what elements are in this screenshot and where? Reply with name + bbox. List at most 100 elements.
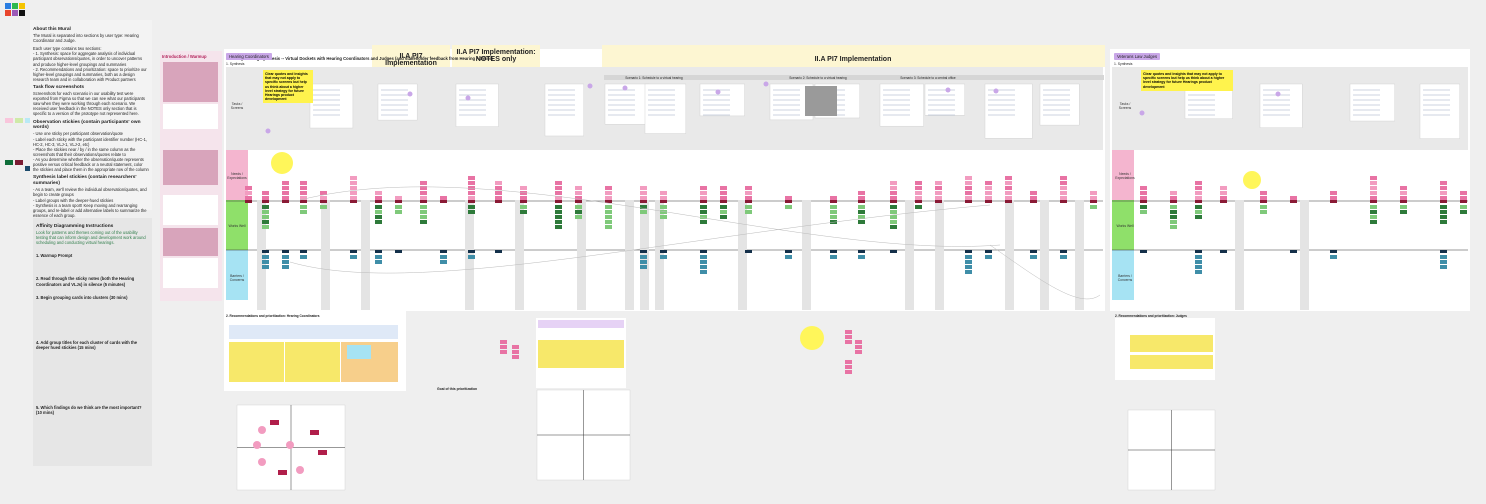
sticky [575, 200, 582, 203]
sticky [500, 340, 507, 344]
sticky [1220, 186, 1227, 190]
text: Screenshots for each scenario in our usa… [33, 90, 145, 117]
column-shade [625, 200, 634, 310]
sticky [468, 181, 475, 185]
sticky [1440, 196, 1447, 200]
screenshot [1419, 83, 1460, 139]
sticky [1330, 250, 1337, 253]
sticky [935, 200, 942, 203]
sticky [555, 205, 562, 209]
sticky [1195, 196, 1202, 200]
sticky [555, 196, 562, 200]
sticky [1030, 200, 1037, 203]
sticky [745, 191, 752, 195]
sticky [282, 196, 289, 200]
column-shade [935, 200, 944, 310]
text: - As a team, we'll review the individual… [33, 187, 147, 198]
sticky [745, 250, 752, 253]
heading: Synthesis label stickies (contain resear… [33, 175, 137, 187]
screenshot [805, 86, 837, 116]
sticky [858, 220, 865, 224]
sticky [985, 196, 992, 200]
sticky [300, 196, 307, 200]
sticky [985, 200, 992, 203]
sticky [1060, 250, 1067, 253]
sticky [890, 186, 897, 190]
sticky [1140, 200, 1147, 203]
sticky [985, 191, 992, 195]
intro-card [163, 228, 218, 256]
sticky [720, 205, 727, 209]
sticky [300, 255, 307, 259]
sticky [785, 196, 792, 200]
sticky [1220, 196, 1227, 200]
screenshot [1259, 83, 1303, 128]
row-label-bg [226, 200, 248, 250]
sticky [1440, 265, 1447, 269]
sticky [845, 370, 852, 374]
sticky [440, 196, 447, 200]
avatar-dot [715, 89, 721, 95]
row-label-bg [226, 250, 248, 300]
sticky [845, 365, 852, 369]
sticky [890, 210, 897, 214]
sticky [965, 176, 972, 180]
sticky [440, 260, 447, 264]
sticky [262, 265, 269, 269]
sticky [520, 196, 527, 200]
sticky [575, 191, 582, 195]
sticky [830, 210, 837, 214]
text: Each user type contains two sections: [33, 46, 102, 52]
sticky [278, 470, 287, 475]
sticky [855, 340, 862, 344]
step: 5. Which findings do we think are the mo… [36, 404, 142, 416]
sticky [985, 186, 992, 190]
swatch [5, 3, 11, 9]
intro-card [163, 62, 218, 102]
sticky [395, 196, 402, 200]
sticky [1260, 200, 1267, 203]
sticky [395, 250, 402, 253]
swatch [25, 166, 33, 171]
sticky [855, 345, 862, 349]
sticky [1370, 191, 1377, 195]
sticky [1195, 205, 1202, 209]
scenario-bar [604, 75, 1104, 80]
sticky [1195, 250, 1202, 253]
sticky [660, 210, 667, 214]
sticky [1260, 205, 1267, 209]
row-label-bg [1112, 200, 1134, 250]
sticky [350, 255, 357, 259]
sticky [1195, 200, 1202, 203]
sticky [660, 196, 667, 200]
avatar-dot [407, 91, 413, 97]
sticky [700, 200, 707, 203]
sticky [495, 196, 502, 200]
row-label: Tasks / Screens [230, 102, 244, 110]
sticky [935, 186, 942, 190]
column-shade [1235, 200, 1244, 310]
sticky [830, 196, 837, 200]
sticky [495, 200, 502, 203]
swatch [15, 118, 23, 123]
step: 4. Add group titles for each cluster of … [36, 339, 138, 350]
sticky [245, 196, 252, 200]
sticky [300, 186, 307, 190]
sticky [1060, 176, 1067, 180]
sticky [320, 196, 327, 200]
scenario-title: Scenario 2: Schedule to a virtual hearin… [789, 76, 847, 80]
sticky [605, 210, 612, 214]
sticky [915, 196, 922, 200]
row-label: Tasks / Screens [1118, 102, 1132, 110]
column-header [452, 45, 540, 67]
row-label: Needs / Expectations [227, 172, 247, 180]
section-title: 2. Recommendations and prioritization: J… [1115, 314, 1187, 318]
text: The Mural is separated into sections by … [33, 32, 139, 44]
sticky [245, 200, 252, 203]
sticky [605, 191, 612, 195]
sticky [318, 450, 327, 455]
sticky [845, 360, 852, 364]
sticky [282, 265, 289, 269]
instructions: Affinity Diagramming Instructions Look f… [36, 221, 148, 415]
